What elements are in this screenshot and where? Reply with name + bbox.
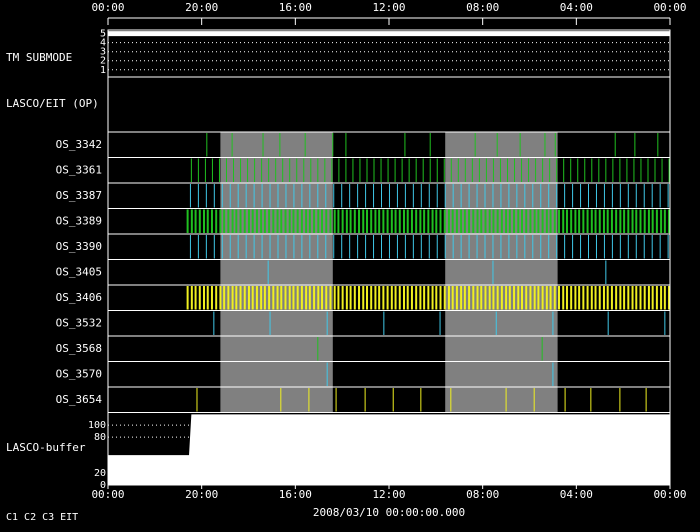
y-tick-label: 0: [100, 480, 106, 491]
shaded-band: [445, 132, 558, 413]
x-tick-label: 12:00: [372, 488, 405, 501]
x-label: 2008/03/10 00:00:00.000: [313, 506, 465, 519]
row-label: OS_3570: [56, 367, 102, 380]
y-tick-label: 4: [100, 38, 106, 49]
y-tick-label: 1: [100, 65, 106, 76]
x-tick-label: 00:00: [91, 488, 124, 501]
y-tick-label: 5: [100, 29, 106, 40]
x-tick-label: 08:00: [466, 1, 499, 14]
x-tick-label: 16:00: [279, 488, 312, 501]
buffer-label: LASCO-buffer: [6, 441, 86, 454]
x-tick-label: 16:00: [279, 1, 312, 14]
x-tick-label: 04:00: [560, 1, 593, 14]
x-tick-label: 04:00: [560, 488, 593, 501]
row-label: OS_3532: [56, 316, 102, 329]
row-label: OS_3390: [56, 240, 102, 253]
row-label: OS_3389: [56, 214, 102, 227]
legend-entry: C1: [6, 512, 18, 523]
legend-entry: EIT: [60, 512, 78, 523]
row-label: OS_3406: [56, 291, 102, 304]
y-tick-label: 100: [88, 420, 106, 431]
x-tick-label: 20:00: [185, 1, 218, 14]
y-tick-label: 80: [94, 432, 106, 443]
shaded-band: [220, 132, 333, 413]
x-tick-label: 08:00: [466, 488, 499, 501]
row-label: OS_3405: [56, 265, 102, 278]
x-tick-label: 12:00: [372, 1, 405, 14]
row-label: OS_3342: [56, 138, 102, 151]
x-tick-label: 20:00: [185, 488, 218, 501]
row-label: OS_3654: [56, 393, 103, 406]
x-tick-label: 00:00: [653, 488, 686, 501]
y-tick-label: 2: [100, 56, 106, 67]
row-label: OS_3361: [56, 163, 102, 176]
y-tick-label: 3: [100, 47, 106, 58]
legend-entry: C3: [42, 512, 54, 523]
section-label: LASCO/EIT (OP): [6, 97, 99, 110]
submode-label: TM SUBMODE: [6, 51, 72, 64]
buffer-area: [108, 414, 670, 485]
y-tick-label: 20: [94, 468, 106, 479]
legend-entry: C2: [24, 512, 36, 523]
x-tick-label: 00:00: [91, 1, 124, 14]
frame: [107, 29, 671, 486]
x-tick-label: 00:00: [653, 1, 686, 14]
row-label: OS_3568: [56, 342, 102, 355]
row-label: OS_3387: [56, 189, 102, 202]
